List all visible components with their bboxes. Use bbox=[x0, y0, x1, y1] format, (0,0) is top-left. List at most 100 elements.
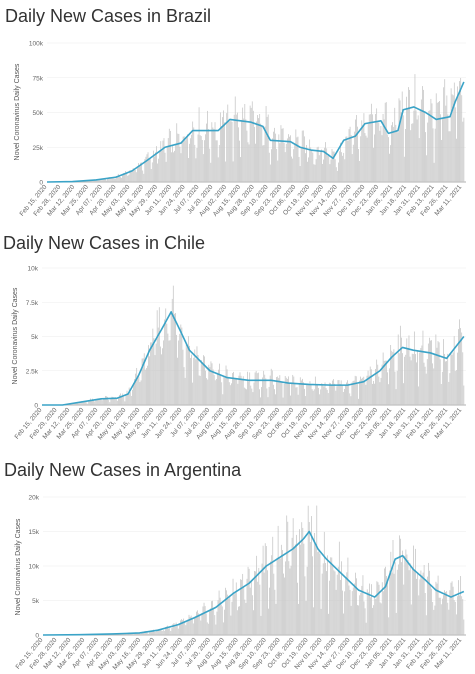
daily-case-bar bbox=[276, 377, 277, 405]
daily-case-bar bbox=[330, 383, 331, 405]
daily-case-bar bbox=[214, 380, 216, 405]
daily-case-bar bbox=[459, 595, 460, 635]
daily-case-bar bbox=[433, 368, 435, 405]
daily-case-bar bbox=[187, 619, 189, 635]
daily-case-bar bbox=[428, 562, 429, 635]
daily-case-bar bbox=[309, 139, 311, 182]
daily-case-bar bbox=[169, 340, 171, 405]
daily-case-bar bbox=[455, 614, 457, 635]
daily-case-bar bbox=[128, 387, 130, 405]
daily-case-bar bbox=[356, 384, 358, 405]
daily-case-bar bbox=[307, 161, 308, 182]
daily-case-bar bbox=[424, 112, 425, 182]
daily-case-bar bbox=[357, 126, 358, 182]
daily-case-bar bbox=[238, 127, 239, 182]
daily-case-bar bbox=[329, 580, 331, 635]
daily-case-bar bbox=[183, 618, 185, 635]
daily-case-bar bbox=[188, 614, 190, 635]
daily-case-bar bbox=[409, 89, 410, 182]
y-tick-label: 5k bbox=[32, 598, 40, 605]
daily-case-bar bbox=[90, 180, 91, 182]
daily-case-bar bbox=[171, 298, 173, 405]
daily-case-bar bbox=[389, 570, 391, 635]
daily-case-bar bbox=[298, 384, 300, 405]
daily-case-bar bbox=[212, 369, 214, 405]
daily-case-bar bbox=[208, 364, 210, 405]
daily-case-bar bbox=[181, 141, 183, 182]
daily-case-bar bbox=[423, 362, 425, 405]
daily-case-bar bbox=[217, 372, 218, 405]
daily-case-bar bbox=[266, 116, 268, 182]
daily-case-bar bbox=[289, 382, 290, 405]
daily-case-bar bbox=[209, 148, 211, 182]
daily-case-bar bbox=[394, 107, 396, 182]
daily-case-bar bbox=[381, 135, 383, 182]
daily-case-bar bbox=[202, 606, 204, 635]
daily-case-bar bbox=[243, 118, 245, 182]
daily-case-bar bbox=[133, 383, 134, 405]
daily-case-bar bbox=[173, 313, 175, 405]
daily-case-bar bbox=[182, 136, 184, 182]
daily-case-bar bbox=[267, 114, 269, 182]
daily-case-bar bbox=[382, 352, 384, 405]
daily-case-bar bbox=[435, 93, 437, 182]
daily-case-bar bbox=[204, 606, 206, 635]
daily-case-bar bbox=[114, 178, 116, 182]
daily-case-bar bbox=[326, 389, 328, 405]
daily-case-bar bbox=[423, 565, 425, 635]
daily-case-bar bbox=[342, 590, 343, 635]
daily-case-bar bbox=[407, 108, 408, 182]
daily-case-bar bbox=[163, 630, 165, 635]
daily-case-bar bbox=[378, 122, 380, 182]
daily-case-bar bbox=[350, 605, 352, 635]
daily-case-bar bbox=[116, 176, 118, 182]
daily-case-bar bbox=[346, 572, 348, 635]
daily-case-bar bbox=[99, 179, 101, 182]
daily-case-bar bbox=[144, 159, 146, 182]
daily-case-bar bbox=[225, 161, 227, 182]
y-tick-label: 5k bbox=[31, 334, 39, 341]
daily-case-bar bbox=[316, 505, 318, 635]
daily-case-bar bbox=[439, 101, 440, 182]
daily-case-bar bbox=[244, 104, 246, 182]
daily-case-bar bbox=[359, 595, 361, 635]
daily-case-bar bbox=[172, 144, 173, 182]
daily-case-bar bbox=[254, 372, 256, 405]
daily-case-bar bbox=[420, 99, 422, 182]
daily-case-bar bbox=[136, 367, 138, 405]
daily-case-bar bbox=[377, 364, 379, 405]
daily-case-bar bbox=[349, 126, 351, 182]
daily-case-bar bbox=[126, 173, 128, 182]
daily-case-bar bbox=[370, 103, 372, 182]
daily-case-bar bbox=[72, 403, 74, 405]
daily-case-bar bbox=[391, 572, 393, 635]
daily-case-bar bbox=[393, 126, 395, 182]
daily-case-bar bbox=[268, 386, 270, 405]
daily-case-bar bbox=[319, 152, 321, 182]
daily-case-bar bbox=[369, 366, 371, 405]
daily-case-bar bbox=[159, 629, 161, 635]
daily-case-bar bbox=[240, 375, 242, 405]
daily-case-bar bbox=[334, 571, 336, 635]
daily-case-bar bbox=[107, 396, 109, 405]
daily-case-bar bbox=[338, 541, 340, 635]
daily-case-bar bbox=[347, 140, 349, 182]
daily-case-bar bbox=[362, 377, 364, 405]
daily-case-bar bbox=[344, 591, 346, 635]
daily-case-bar bbox=[445, 105, 447, 182]
daily-case-bar bbox=[415, 548, 416, 635]
daily-case-bar bbox=[247, 566, 249, 635]
daily-case-bar bbox=[242, 107, 244, 182]
daily-case-bar bbox=[144, 369, 146, 405]
daily-case-bar bbox=[137, 167, 138, 182]
daily-case-bar bbox=[277, 525, 279, 635]
daily-case-bar bbox=[457, 596, 458, 635]
daily-case-bar bbox=[267, 570, 268, 635]
daily-case-bar bbox=[433, 609, 435, 635]
daily-case-bar bbox=[358, 605, 360, 635]
daily-case-bar bbox=[428, 111, 430, 182]
daily-case-bar bbox=[425, 615, 427, 635]
daily-case-bar bbox=[289, 136, 290, 182]
daily-case-bar bbox=[180, 620, 181, 635]
daily-case-bar bbox=[304, 576, 306, 635]
